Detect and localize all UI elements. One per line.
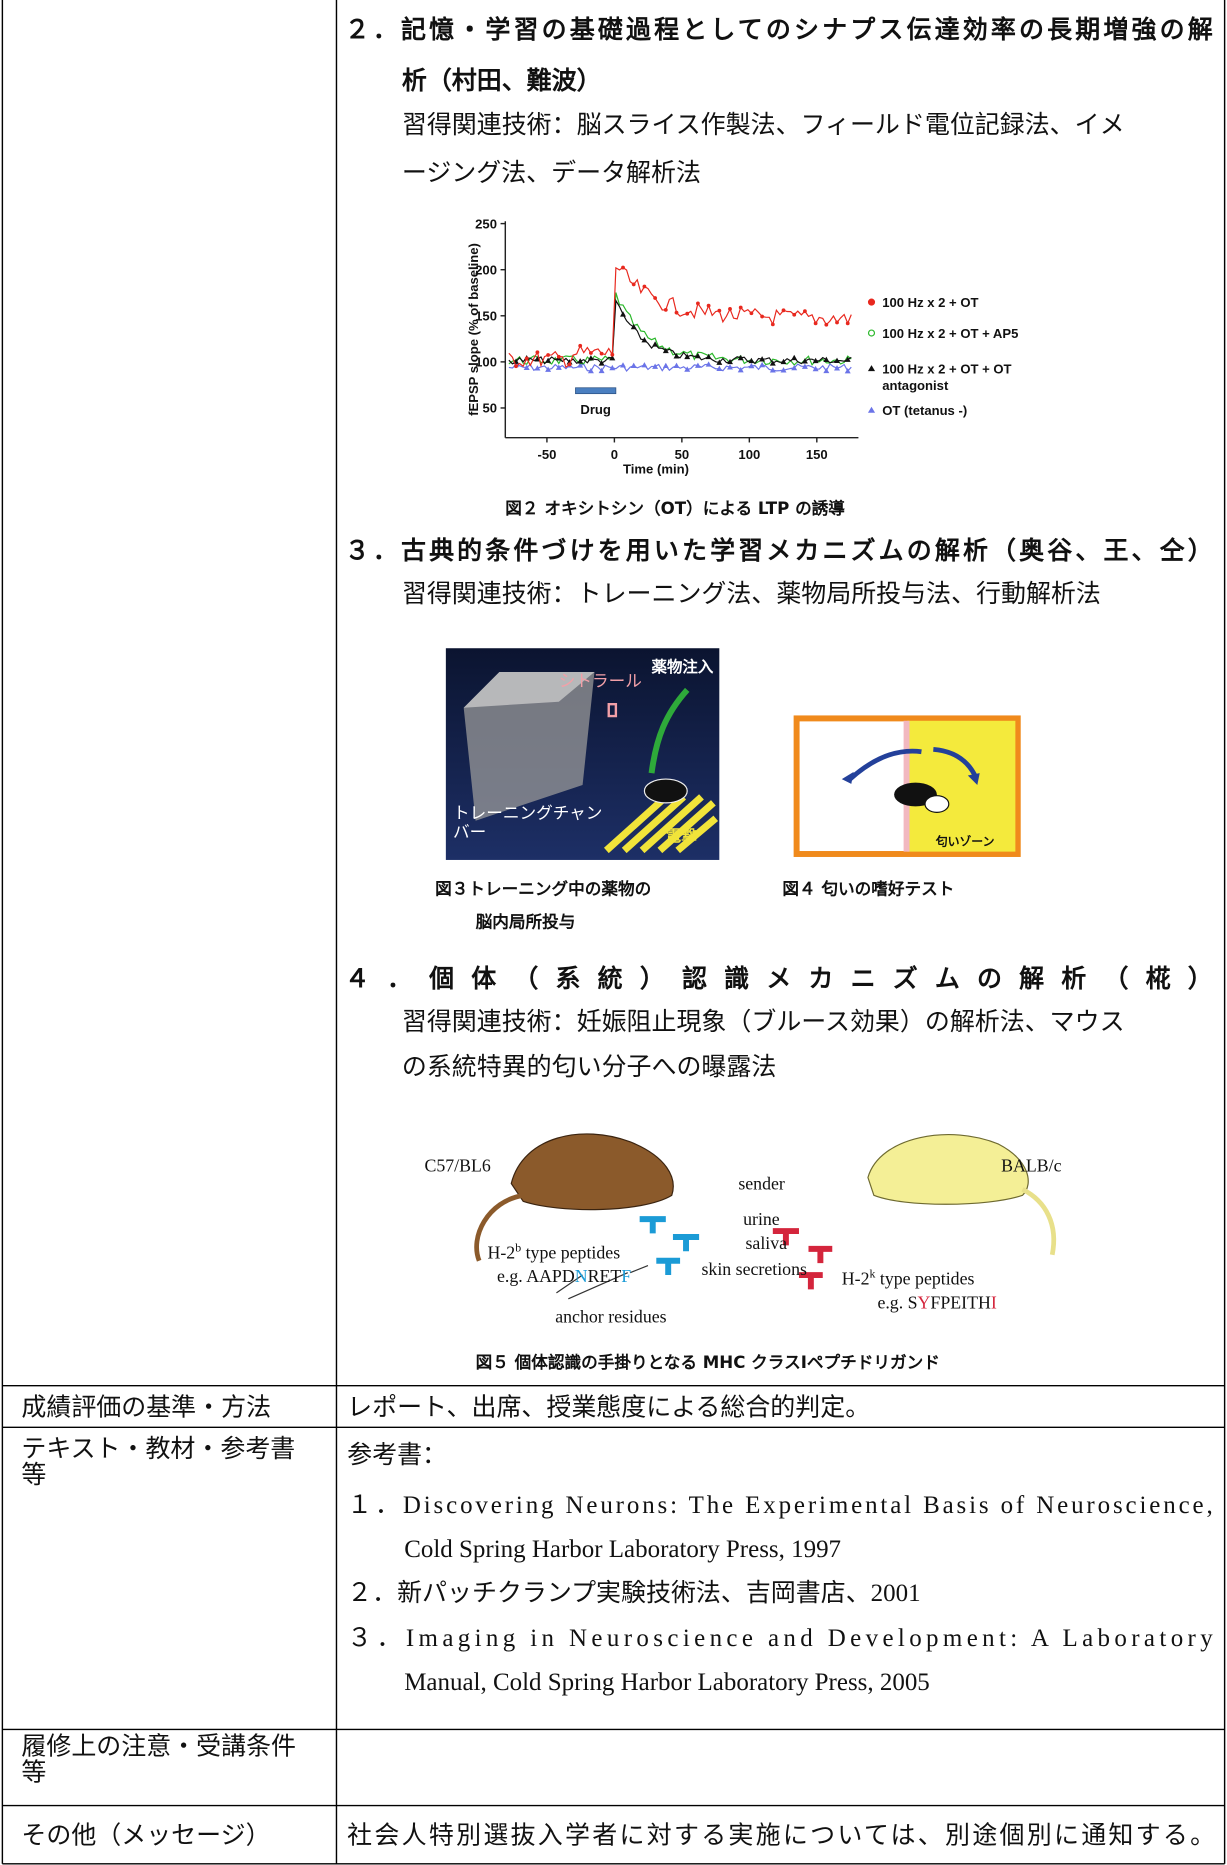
legend-label: 100 Hz x 2 + OT + AP5 — [882, 326, 1018, 341]
x-tick-label: -50 — [537, 447, 556, 462]
peptide-example-part: RET — [588, 1266, 622, 1286]
item-title: ２．記憶・学習の基礎過程としてのシナプス伝達効率の長期増強の解 — [345, 15, 1213, 44]
peptide-label-part: type peptides — [521, 1242, 620, 1262]
y-tick-label: 150 — [475, 309, 497, 324]
row-label: 等 — [21, 1461, 46, 1489]
y-tick-label: 100 — [475, 355, 497, 370]
peptide-example-part: I — [991, 1292, 997, 1312]
figure-label: anchor residues — [555, 1307, 666, 1327]
item-title: 析（村田、難波） — [402, 66, 602, 95]
row-content: 社会人特別選抜入学者に対する実施については、別途個別に通知する。 — [347, 1822, 1215, 1850]
figure-caption: 図４ 匂いの嗜好テスト — [782, 878, 954, 898]
peptide-example-part: F — [621, 1266, 631, 1286]
legend-label: 100 Hz x 2 + OT — [882, 295, 978, 310]
item-skill: 習得関連技術：トレーニング法、薬物局所投与法、行動解析法 — [402, 580, 1101, 608]
drug-label: Drug — [580, 402, 611, 417]
figure-label: 薬物注入 — [651, 657, 714, 676]
y-tick-label: 50 — [482, 401, 497, 416]
figure-label: sender — [738, 1173, 785, 1193]
peptide-label-part: k — [870, 1267, 876, 1281]
reference: １．Discovering Neurons: The Experimental … — [347, 1492, 1213, 1519]
figure-label: トレーニングチャン — [453, 803, 602, 822]
trace — [508, 363, 852, 372]
strain-label: BALB/c — [1001, 1156, 1061, 1176]
peptide-label-part: H-2 — [842, 1269, 870, 1289]
reference: Cold Spring Harbor Laboratory Press, 199… — [404, 1536, 841, 1563]
row-label: テキスト・教材・参考書 — [21, 1435, 295, 1463]
figure-training — [445, 648, 720, 860]
y-tick-label: 250 — [475, 216, 497, 231]
figure-label: saliva — [745, 1233, 787, 1253]
legend-marker — [867, 406, 876, 413]
peptide-label-part: type peptides — [875, 1269, 974, 1289]
x-tick-label: 150 — [806, 447, 828, 462]
peptide-label: H-2k type peptides — [842, 1267, 975, 1289]
figure-label: skin secretions — [701, 1259, 807, 1279]
figure-label: 匂いゾーン — [935, 835, 995, 849]
legend-marker — [867, 298, 876, 306]
row-label: その他（メッセージ） — [21, 1822, 270, 1850]
row-label: 履修上の注意・受講条件 — [21, 1732, 296, 1760]
item-skill: 習得関連技術：脳スライス作製法、フィールド電位記録法、イメ — [402, 111, 1125, 139]
figure-label: バー — [453, 822, 486, 841]
peptide-example: e.g. AAPDNRETF — [497, 1266, 631, 1286]
figure-label: urine — [743, 1209, 780, 1229]
figure-ltp — [500, 221, 859, 443]
item-skill: 習得関連技術：妊娠阻止現象（ブルース効果）の解析法、マウス — [402, 1008, 1125, 1036]
figure-label: シトラール — [559, 671, 642, 690]
reference: ２．新パッチクランプ実験技術法、吉岡書店、2001 — [347, 1579, 920, 1607]
y-axis-label: fEPSP slope (% of baseline) — [466, 243, 481, 416]
figure-caption: 図５ 個体認識の手掛りとなる MHC クラスⅠペプチドリガンド — [476, 1352, 940, 1372]
peptide-example: e.g. SYFPEITHI — [877, 1292, 996, 1312]
trace — [508, 266, 852, 369]
peptide-label: H-2b type peptides — [487, 1240, 620, 1262]
item-skill: ージング法、データ解析法 — [402, 159, 701, 187]
legend-label: antagonist — [882, 378, 949, 393]
reference: ３．Imaging in Neuroscience and Developmen… — [347, 1625, 1213, 1652]
row-content: レポート、出席、授業態度による総合的判定。 — [347, 1393, 870, 1421]
peptide-example-part: e.g. AAPD — [497, 1266, 575, 1286]
x-axis-label: Time (min) — [623, 461, 689, 476]
y-tick-label: 200 — [475, 262, 497, 277]
x-tick-label: 50 — [675, 447, 690, 462]
figure-caption: 脳内局所投与 — [476, 912, 576, 932]
figure-preference — [793, 715, 1021, 857]
peptide-example-part: FPEITH — [930, 1292, 991, 1312]
peptide-example-part: e.g. S — [877, 1292, 917, 1312]
item-title: ４．個体（系統）認識メカニズムの解析（椛） — [345, 964, 1213, 993]
legend-marker — [867, 329, 876, 337]
peptide-label-part: H-2 — [487, 1242, 515, 1262]
x-tick-label: 100 — [738, 447, 760, 462]
figure-caption: 図２ オキシトシン（OT）による LTP の誘導 — [505, 498, 845, 518]
item-title: ３．古典的条件づけを用いた学習メカニズムの解析（奥谷、王、仝） — [345, 536, 1213, 565]
row-content: 参考書： — [347, 1441, 447, 1469]
x-tick-label: 0 — [611, 447, 618, 462]
reference: Manual, Cold Spring Harbor Laboratory Pr… — [404, 1669, 930, 1696]
figure-mhc — [474, 1133, 1057, 1300]
peptide-example-part: Y — [918, 1292, 931, 1312]
legend-label: 100 Hz x 2 + OT + OT — [882, 361, 1011, 376]
row-label: 等 — [21, 1759, 46, 1787]
legend-marker — [867, 365, 876, 372]
item-skill: の系統特異的匂い分子への曝露法 — [402, 1053, 776, 1081]
trace — [508, 298, 852, 365]
peptide-label-part: b — [515, 1240, 521, 1254]
peptide-example-part: N — [575, 1266, 588, 1286]
strain-label: C57/BL6 — [424, 1156, 490, 1176]
row-label: 成績評価の基準・方法 — [21, 1393, 271, 1421]
trace — [508, 292, 852, 366]
legend-label: OT (tetanus -) — [882, 403, 967, 418]
figure-caption: 図３トレーニング中の薬物の — [435, 878, 651, 898]
figure-label: 電撃 — [666, 826, 697, 845]
